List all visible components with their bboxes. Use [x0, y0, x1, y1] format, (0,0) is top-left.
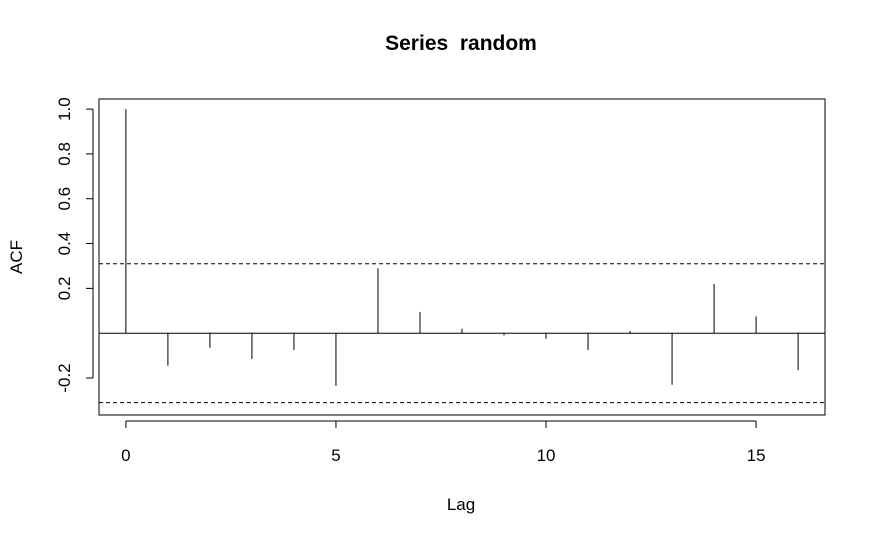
x-tick-label: 15: [747, 446, 766, 465]
y-axis-label: ACF: [7, 240, 26, 274]
y-tick-label: 0.4: [55, 232, 74, 256]
y-axis: -0.2 0.2 0.4 0.6 0.8 1.0: [55, 97, 94, 393]
y-tick-label: 0.6: [55, 187, 74, 211]
y-tick-label: -0.2: [55, 363, 74, 392]
x-axis-label: Lag: [447, 495, 475, 514]
x-tick-label: 0: [121, 446, 130, 465]
chart-title: Series random: [385, 32, 537, 55]
x-axis: 0 5 10 15: [121, 420, 766, 465]
y-tick-label: 1.0: [55, 97, 74, 121]
plot-frame: [98, 98, 826, 416]
x-tick-label: 5: [331, 446, 340, 465]
y-tick-label: 0.2: [55, 277, 74, 301]
y-tick-label: 0.8: [55, 142, 74, 166]
acf-marks: [99, 109, 825, 404]
x-tick-label: 10: [537, 446, 556, 465]
